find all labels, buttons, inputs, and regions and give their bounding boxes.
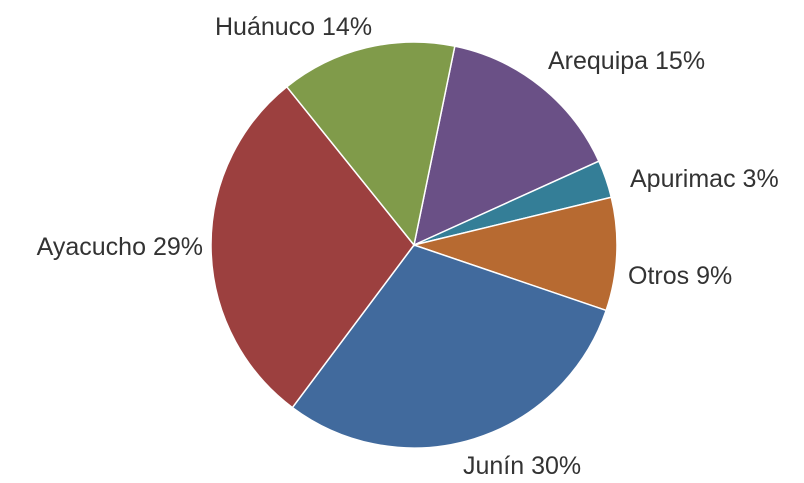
slice-category: Huánuco bbox=[215, 13, 315, 41]
pie-slice bbox=[411, 196, 618, 312]
pie-slice bbox=[210, 85, 415, 409]
slice-category: Apurimac bbox=[630, 165, 736, 193]
slice-category: Ayacucho bbox=[37, 233, 146, 261]
slice-category: Arequipa bbox=[548, 47, 648, 75]
slice-value: 14% bbox=[322, 13, 372, 41]
slice-value: 9% bbox=[696, 262, 732, 290]
pie-slice bbox=[291, 244, 608, 449]
pie-slice bbox=[285, 41, 456, 247]
slice-label: Otros 9% bbox=[628, 262, 732, 290]
slice-value: 30% bbox=[531, 452, 581, 480]
slice-label: Apurimac 3% bbox=[630, 165, 779, 193]
slice-value: 15% bbox=[655, 47, 705, 75]
slice-label: Arequipa 15% bbox=[548, 47, 705, 75]
slice-label: Huánuco 14% bbox=[215, 13, 372, 41]
slice-category: Otros bbox=[628, 262, 689, 290]
slice-value: 3% bbox=[743, 165, 779, 193]
slice-label: Junín 30% bbox=[463, 452, 581, 480]
slice-value: 29% bbox=[153, 233, 203, 261]
slice-category: Junín bbox=[463, 452, 524, 480]
pie-slice bbox=[412, 45, 600, 247]
slice-label: Ayacucho 29% bbox=[37, 233, 203, 261]
